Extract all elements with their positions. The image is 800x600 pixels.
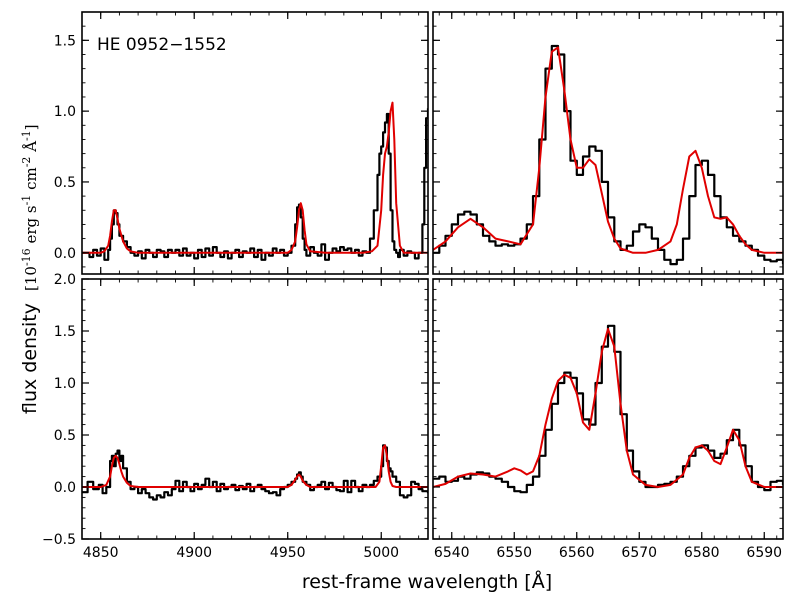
observed-spectrum-line-bottom-right [433,324,783,494]
model-fit-line-top-right [433,46,783,254]
panels-group: 0.0 0.5 1.0 1.5 4850 4900 4950 5000 −0.5 0.0 0.5 1.… [42,11,784,561]
y-tick-label: 0.5 [54,175,76,191]
x-axis-label: rest-frame wavelength [Å] [302,570,552,593]
y-axis-label-group: flux density [10-16 erg s-1 cm-2 Å-1] [19,124,41,414]
panel-top-right [432,11,784,275]
y-axis-label-units: [10-16 erg s-1 cm-2 Å-1] [20,124,41,291]
y-tick-label: 2.0 [54,272,76,288]
axes-frame [432,11,784,275]
axes-frame [81,11,429,275]
panel-bottom-left: 4850 4900 4950 5000 −0.5 0.0 0.5 1.0 1.5 2.0 [42,272,429,561]
model-fit-line-top-left [82,101,428,254]
x-tick-label: 6580 [684,545,720,561]
model-fit-line-bottom-left [82,444,428,488]
y-tick-label: 1.5 [54,324,76,340]
panel-top-left: 0.0 0.5 1.0 1.5 [54,11,429,275]
object-annotation: HE 0952−1552 [97,35,227,55]
y-axis-label-main: flux density [19,303,41,414]
y-tick-label: 0.5 [54,428,76,444]
x-tick-label: 6560 [559,545,595,561]
x-tick-label: 6570 [621,545,657,561]
y-axis-label: flux density [10-16 erg s-1 cm-2 Å-1] [19,124,41,414]
y-tick-label: 0.0 [54,246,76,262]
model-fit-line-bottom-right [433,327,783,488]
x-tick-label: 5000 [363,545,399,561]
y-tick-label: 1.0 [54,104,76,120]
x-tick-label: 4850 [83,545,119,561]
x-tick-label: 6590 [746,545,782,561]
panel-bottom-right: 6540 6550 6560 6570 6580 6590 [432,278,784,561]
observed-spectrum-line-top-right [433,44,783,266]
observed-spectrum-line-top-left [82,108,428,261]
x-tick-label: 6540 [434,545,470,561]
x-tick-label: 4900 [176,545,212,561]
axes-frame [432,278,784,540]
y-tick-label: 1.0 [54,376,76,392]
y-tick-label: 1.5 [54,33,76,49]
x-tick-label: 6550 [496,545,532,561]
y-tick-label: 0.0 [54,480,76,496]
observed-spectrum-line-bottom-left [82,444,428,501]
y-tick-label: −0.5 [42,532,76,548]
x-tick-label: 4950 [270,545,306,561]
axes-frame [81,278,429,540]
